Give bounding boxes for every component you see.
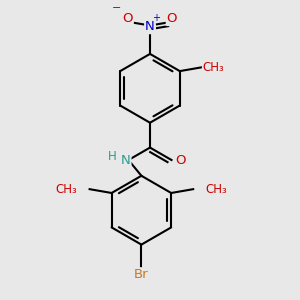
Text: N: N xyxy=(121,154,130,166)
Text: H: H xyxy=(108,150,117,163)
Text: CH₃: CH₃ xyxy=(203,61,225,74)
Text: O: O xyxy=(175,154,185,166)
Text: O: O xyxy=(167,12,177,25)
Text: −: − xyxy=(112,2,122,13)
Text: Br: Br xyxy=(134,268,149,281)
Text: CH₃: CH₃ xyxy=(206,183,227,196)
Text: CH₃: CH₃ xyxy=(56,183,77,196)
Text: N: N xyxy=(145,20,155,33)
Text: +: + xyxy=(152,13,160,23)
Text: O: O xyxy=(122,12,133,25)
